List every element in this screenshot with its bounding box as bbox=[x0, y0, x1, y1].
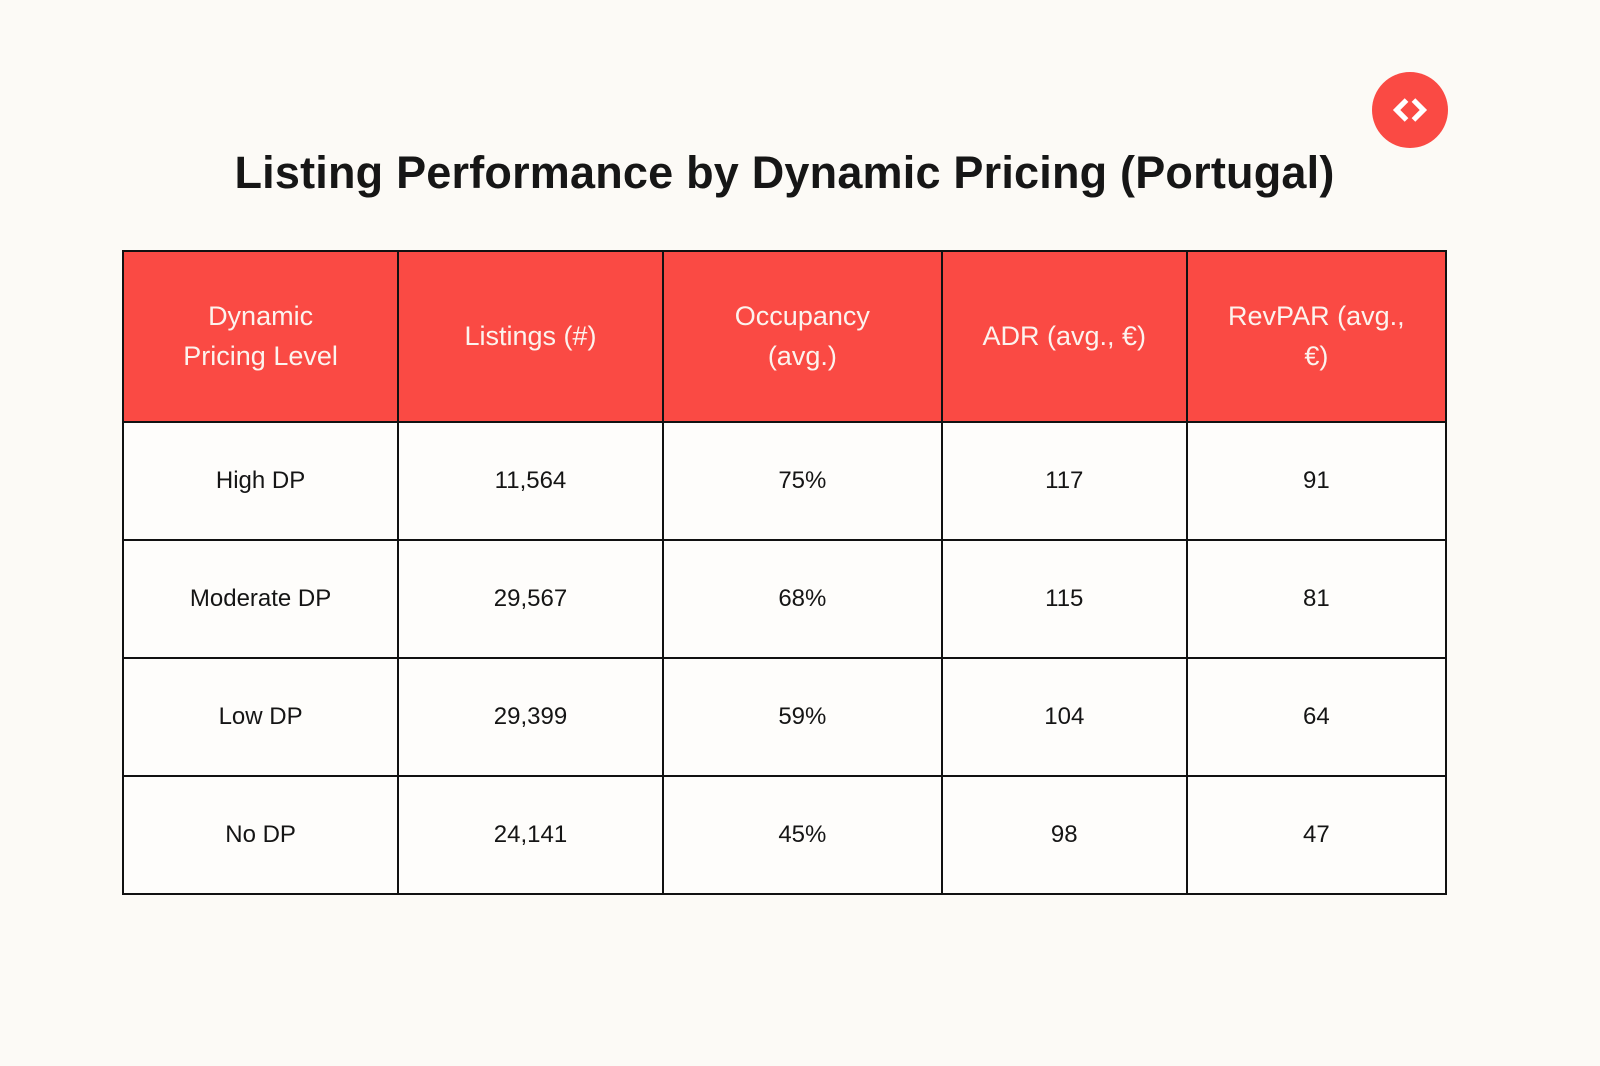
table-header-row: Dynamic Pricing Level Listings (#) Occup… bbox=[121, 250, 1448, 423]
cell-adr: 104 bbox=[940, 657, 1188, 777]
cell-level: Low DP bbox=[121, 657, 400, 777]
cell-listings: 11,564 bbox=[397, 421, 664, 541]
cell-occupancy: 68% bbox=[661, 539, 943, 659]
cell-level: High DP bbox=[121, 421, 400, 541]
cell-adr: 117 bbox=[940, 421, 1188, 541]
col-header-dynamic-pricing-level: Dynamic Pricing Level bbox=[121, 250, 400, 423]
cell-listings: 29,399 bbox=[397, 657, 664, 777]
cell-listings: 29,567 bbox=[397, 539, 664, 659]
cell-revpar: 81 bbox=[1185, 539, 1448, 659]
cell-revpar: 64 bbox=[1185, 657, 1448, 777]
col-header-listings: Listings (#) bbox=[397, 250, 664, 423]
cell-revpar: 91 bbox=[1185, 421, 1448, 541]
cell-adr: 98 bbox=[940, 775, 1188, 895]
table-row-moderate-dp: Moderate DP 29,567 68% 115 81 bbox=[121, 539, 1448, 659]
col-header-adr: ADR (avg., €) bbox=[940, 250, 1188, 423]
page-title: Listing Performance by Dynamic Pricing (… bbox=[234, 147, 1335, 198]
table-body: High DP 11,564 75% 117 91 Moderate DP 29… bbox=[121, 421, 1448, 895]
cell-listings: 24,141 bbox=[397, 775, 664, 895]
cell-occupancy: 45% bbox=[661, 775, 943, 895]
code-brackets-icon bbox=[1387, 87, 1433, 133]
cell-level: Moderate DP bbox=[121, 539, 400, 659]
table-row-high-dp: High DP 11,564 75% 117 91 bbox=[121, 421, 1448, 541]
col-header-occupancy: Occupancy (avg.) bbox=[661, 250, 943, 423]
cell-revpar: 47 bbox=[1185, 775, 1448, 895]
table-row-no-dp: No DP 24,141 45% 98 47 bbox=[121, 775, 1448, 895]
table-header: Dynamic Pricing Level Listings (#) Occup… bbox=[121, 250, 1448, 423]
cell-occupancy: 59% bbox=[661, 657, 943, 777]
listing-performance-table: Dynamic Pricing Level Listings (#) Occup… bbox=[121, 250, 1448, 895]
table-row-low-dp: Low DP 29,399 59% 104 64 bbox=[121, 657, 1448, 777]
page-content: Listing Performance by Dynamic Pricing (… bbox=[121, 0, 1448, 895]
cell-level: No DP bbox=[121, 775, 400, 895]
cell-occupancy: 75% bbox=[661, 421, 943, 541]
brand-logo bbox=[1372, 72, 1448, 148]
col-header-revpar: RevPAR (avg., €) bbox=[1185, 250, 1448, 423]
cell-adr: 115 bbox=[940, 539, 1188, 659]
